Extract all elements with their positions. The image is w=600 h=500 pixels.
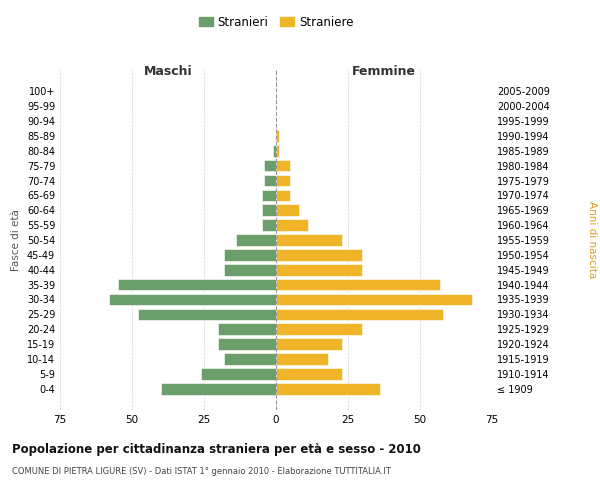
Bar — [276, 234, 342, 246]
Text: Popolazione per cittadinanza straniera per età e sesso - 2010: Popolazione per cittadinanza straniera p… — [12, 442, 421, 456]
Bar — [201, 368, 276, 380]
Text: Maschi: Maschi — [143, 65, 193, 78]
Bar — [218, 324, 276, 335]
Bar — [276, 383, 380, 394]
Bar — [118, 279, 276, 290]
Bar — [262, 190, 276, 201]
Text: COMUNE DI PIETRA LIGURE (SV) - Dati ISTAT 1° gennaio 2010 - Elaborazione TUTTITA: COMUNE DI PIETRA LIGURE (SV) - Dati ISTA… — [12, 468, 391, 476]
Bar — [276, 130, 279, 141]
Bar — [276, 190, 290, 201]
Bar — [224, 353, 276, 365]
Bar — [276, 353, 328, 365]
Text: Femmine: Femmine — [352, 65, 416, 78]
Bar — [276, 160, 290, 172]
Bar — [276, 308, 443, 320]
Bar — [265, 174, 276, 186]
Bar — [161, 383, 276, 394]
Bar — [276, 145, 279, 156]
Bar — [224, 249, 276, 260]
Legend: Stranieri, Straniere: Stranieri, Straniere — [194, 11, 358, 34]
Y-axis label: Fasce di età: Fasce di età — [11, 209, 21, 271]
Bar — [276, 324, 362, 335]
Bar — [276, 264, 362, 276]
Bar — [262, 204, 276, 216]
Bar — [265, 160, 276, 172]
Bar — [276, 338, 342, 350]
Text: Anni di nascita: Anni di nascita — [587, 202, 597, 278]
Bar — [138, 308, 276, 320]
Bar — [276, 220, 308, 231]
Bar — [276, 294, 472, 306]
Bar — [276, 204, 299, 216]
Bar — [276, 368, 342, 380]
Bar — [273, 145, 276, 156]
Bar — [236, 234, 276, 246]
Bar — [262, 220, 276, 231]
Bar — [109, 294, 276, 306]
Bar — [276, 279, 440, 290]
Bar — [218, 338, 276, 350]
Bar — [224, 264, 276, 276]
Bar — [276, 174, 290, 186]
Bar — [276, 249, 362, 260]
